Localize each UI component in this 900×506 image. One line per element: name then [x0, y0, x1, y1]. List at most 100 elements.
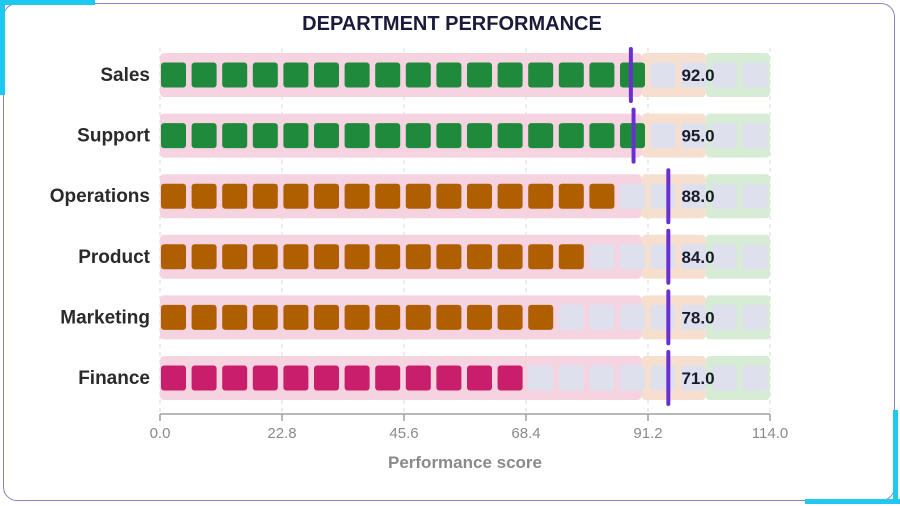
row-marketing: Marketing 78.0: [60, 289, 770, 346]
bar-cell: [436, 123, 462, 149]
bar-cell: [314, 123, 339, 149]
bar-cell: [405, 304, 431, 330]
bar-cell: [497, 365, 523, 391]
bar-cell: [528, 244, 554, 270]
bar-cell: [283, 62, 309, 88]
empty-cell: [528, 365, 554, 391]
bar-cell: [283, 123, 309, 149]
bar-cell: [467, 244, 492, 270]
bar-cell: [344, 244, 370, 270]
bar-cell: [375, 123, 401, 149]
bar-cell: [375, 62, 401, 88]
empty-cell: [742, 304, 768, 330]
value-label: 78.0: [681, 308, 714, 327]
bar-cell: [314, 244, 339, 270]
bar-cell: [222, 62, 248, 88]
bar-cell: [191, 365, 217, 391]
x-tick-label: 0.0: [150, 425, 171, 442]
empty-cell: [650, 304, 676, 330]
category-label: Finance: [78, 368, 150, 389]
bar-cell: [252, 123, 278, 149]
empty-cell: [681, 183, 707, 209]
bar-cell: [161, 244, 186, 270]
bar-cell: [222, 365, 248, 391]
bar-cell: [558, 183, 584, 209]
bar-cell: [314, 365, 339, 391]
value-label: 71.0: [681, 369, 714, 388]
bar-cell: [528, 183, 554, 209]
empty-cell: [589, 244, 615, 270]
bar-cell: [375, 304, 401, 330]
row-support: Support 95.0: [77, 107, 770, 164]
bar-cell: [222, 123, 248, 149]
x-axis: 0.0 22.8 45.6 68.4 91.2 114.0: [150, 413, 788, 442]
bar-cell: [314, 304, 339, 330]
bar-cell: [589, 183, 615, 209]
bar-cell: [161, 183, 186, 209]
value-label: 88.0: [681, 187, 714, 206]
x-tick-label: 114.0: [752, 425, 788, 442]
category-label: Operations: [50, 186, 150, 207]
empty-cell: [742, 365, 768, 391]
bar-cell: [436, 244, 462, 270]
empty-cell: [742, 123, 768, 149]
chart-title: DEPARTMENT PERFORMANCE: [302, 13, 602, 35]
bar-cell: [283, 244, 309, 270]
empty-cell: [650, 123, 676, 149]
empty-cell: [681, 123, 707, 149]
bar-cell: [191, 244, 217, 270]
bar-cell: [497, 183, 523, 209]
empty-cell: [711, 123, 737, 149]
bar-cell: [405, 244, 431, 270]
bar-cell: [222, 244, 248, 270]
bar-cell: [405, 183, 431, 209]
value-label: 92.0: [681, 66, 714, 85]
bar-cell: [344, 183, 370, 209]
bar-cell: [467, 304, 492, 330]
bar-cell: [283, 365, 309, 391]
bar-cell: [344, 365, 370, 391]
empty-cell: [558, 365, 584, 391]
bar-cell: [344, 304, 370, 330]
corner-accent-top-left-h: [0, 0, 95, 5]
bar-cell: [405, 365, 431, 391]
corner-accent-bottom-right-h: [805, 499, 900, 504]
bar-cell: [161, 304, 186, 330]
gridlines: [159, 48, 771, 414]
empty-cell: [681, 244, 707, 270]
bar-cell: [589, 62, 615, 88]
bar-cell: [497, 304, 523, 330]
bar-cell: [161, 123, 186, 149]
bar-cell: [558, 62, 584, 88]
bar-cell: [528, 304, 554, 330]
empty-cell: [742, 62, 768, 88]
empty-cell: [742, 183, 768, 209]
x-tick-label: 68.4: [511, 425, 540, 442]
x-tick-label: 91.2: [633, 425, 662, 442]
corner-accent-bottom-right-v: [893, 410, 898, 504]
empty-cell: [620, 244, 645, 270]
bar-cell: [558, 123, 584, 149]
bar-cell: [497, 244, 523, 270]
bar-cell: [252, 183, 278, 209]
empty-cell: [650, 244, 676, 270]
bar-cell: [252, 244, 278, 270]
bar-cell: [375, 365, 401, 391]
empty-cell: [620, 365, 645, 391]
bar-cell: [467, 62, 492, 88]
empty-cell: [620, 183, 645, 209]
bar-cell: [375, 183, 401, 209]
empty-cell: [589, 365, 615, 391]
empty-cell: [711, 365, 737, 391]
bar-cell: [436, 183, 462, 209]
bar-cell: [405, 123, 431, 149]
bar-cell: [497, 62, 523, 88]
bar-cell: [222, 183, 248, 209]
bar-cell: [589, 123, 615, 149]
empty-cell: [589, 304, 615, 330]
bar-cell: [467, 365, 492, 391]
bar-cell: [314, 183, 339, 209]
value-label: 95.0: [681, 127, 714, 146]
bar-cell: [344, 62, 370, 88]
bar-cell: [191, 123, 217, 149]
